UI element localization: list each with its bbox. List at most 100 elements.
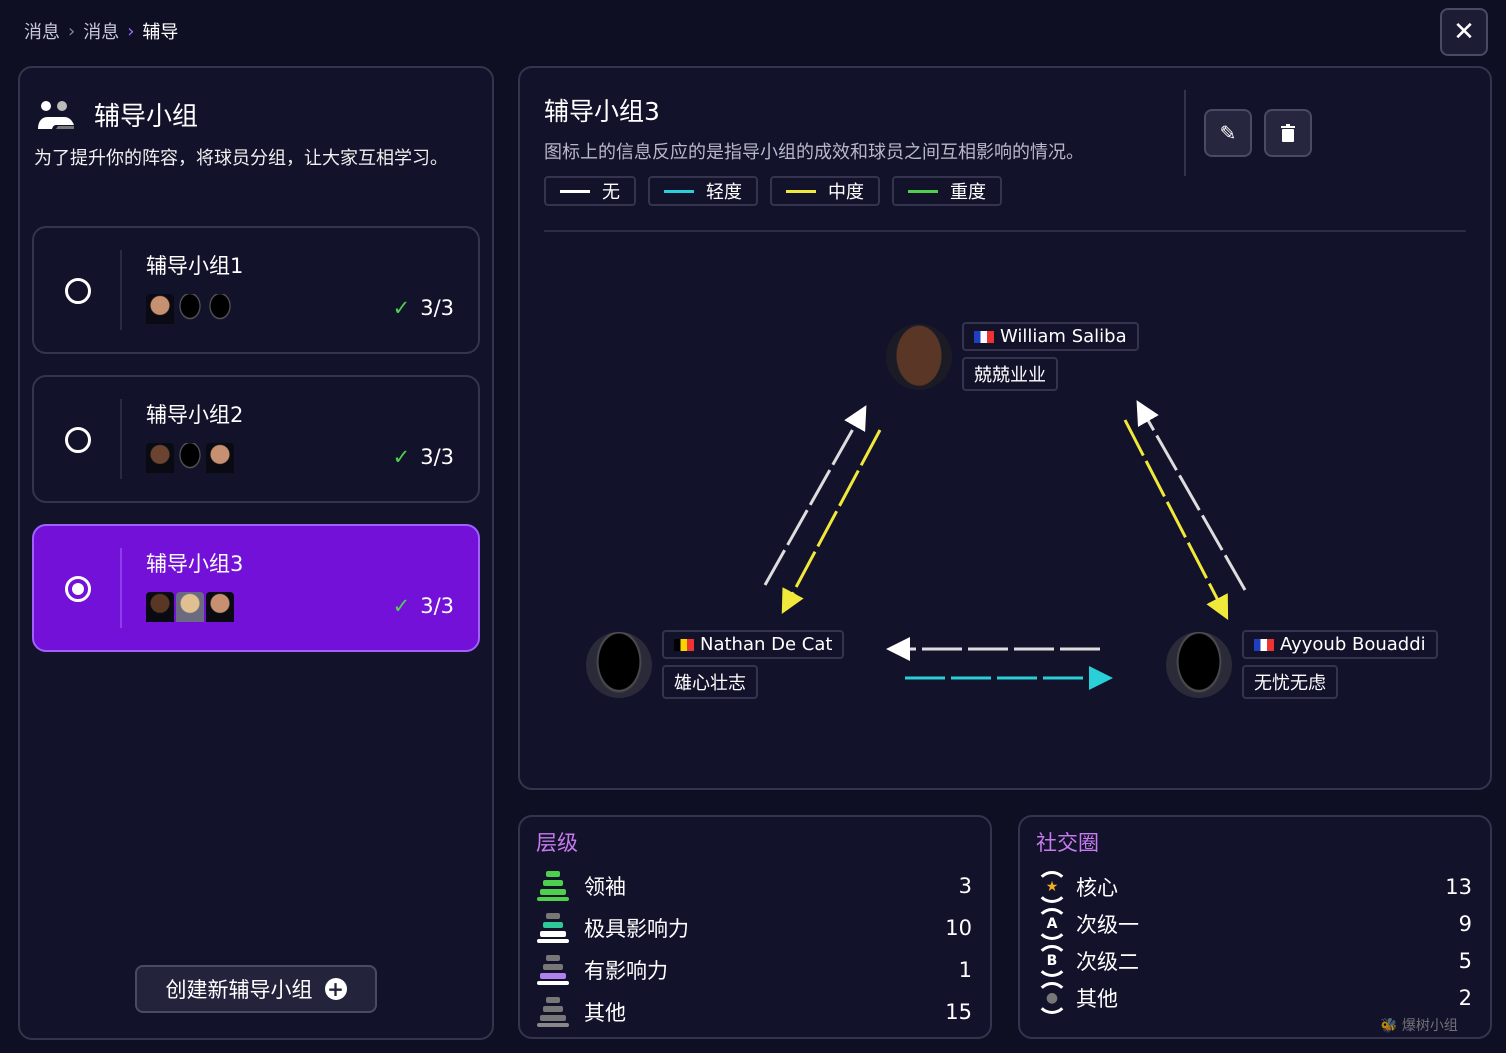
player-avatar <box>146 443 174 473</box>
social-circle-icon: ● <box>1036 982 1068 1014</box>
player-faces <box>146 592 234 622</box>
player-avatar <box>586 631 652 698</box>
hierarchy-label: 有影响力 <box>584 959 668 983</box>
check-icon: ✓ <box>392 296 411 320</box>
radio-button[interactable] <box>65 427 91 453</box>
hierarchy-value: 3 <box>958 874 972 898</box>
detail-title: 辅导小组3 <box>544 97 660 126</box>
group-detail-panel <box>518 66 1492 790</box>
arrow-saliba-to-nathan <box>781 429 882 614</box>
player-node-ayyoub[interactable]: Ayyoub Bouaddi 无忧无虑 <box>1166 630 1438 699</box>
arrow-nathan-to-saliba <box>763 405 867 586</box>
legend-item: 轻度 <box>648 176 758 206</box>
group-name: 辅导小组2 <box>146 403 244 427</box>
edit-button[interactable]: ✎ <box>1204 109 1252 157</box>
delete-button[interactable] <box>1264 109 1312 157</box>
social-value: 13 <box>1445 875 1472 899</box>
social-row: ★ 核心 13 <box>1036 871 1472 903</box>
legend-swatch <box>664 189 694 193</box>
social-title: 社交圈 <box>1036 831 1099 855</box>
groups-header: 辅导小组 <box>36 96 198 133</box>
hierarchy-pyramid-icon <box>537 871 569 901</box>
player-node-nathan[interactable]: Nathan De Cat 雄心壮志 <box>586 630 845 699</box>
flag-france-icon <box>974 330 994 343</box>
chevron-right-icon: › <box>68 20 76 42</box>
create-group-button[interactable]: 创建新辅导小组 + <box>135 965 377 1013</box>
legend-item: 重度 <box>892 176 1002 206</box>
influence-arrows <box>763 400 1247 690</box>
breadcrumb-item[interactable]: 消息 <box>24 22 60 43</box>
player-name-tag: Ayyoub Bouaddi <box>1242 630 1438 659</box>
player-avatar <box>176 443 204 473</box>
group-count: 3/3 <box>420 445 454 469</box>
legend-label: 重度 <box>950 182 986 203</box>
hierarchy-row: 其他 15 <box>536 995 972 1029</box>
player-name: Ayyoub Bouaddi <box>1280 634 1426 655</box>
social-label: 核心 <box>1076 876 1118 900</box>
check-icon: ✓ <box>392 594 411 618</box>
group-name: 辅导小组3 <box>146 552 244 576</box>
legend-swatch <box>786 189 816 193</box>
flag-belgium-icon <box>674 638 694 651</box>
group-card-3[interactable]: 辅导小组3 ✓ 3/3 <box>32 524 480 652</box>
player-avatar <box>886 323 952 390</box>
group-card-1[interactable]: 辅导小组1 ✓ 3/3 <box>32 226 480 354</box>
hierarchy-title: 层级 <box>536 831 578 855</box>
hierarchy-label: 极具影响力 <box>584 917 689 941</box>
social-label: 其他 <box>1076 987 1118 1011</box>
personality-tag: 雄心壮志 <box>662 665 758 699</box>
personality-tag: 无忧无虑 <box>1242 665 1338 699</box>
hierarchy-pyramid-icon <box>537 955 569 985</box>
social-circle-icon: B <box>1036 945 1068 977</box>
social-panel: 社交圈 ★ 核心 13 A 次级一 9 B 次级二 5 ● 其他 2 <box>1018 815 1492 1039</box>
close-button[interactable]: ✕ <box>1440 8 1488 56</box>
hierarchy-value: 10 <box>945 916 972 940</box>
plus-circle-icon: + <box>324 978 347 1000</box>
group-card-2[interactable]: 辅导小组2 ✓ 3/3 <box>32 375 480 503</box>
social-value: 5 <box>1458 949 1472 973</box>
social-value: 2 <box>1458 986 1472 1010</box>
social-row: ● 其他 2 <box>1036 982 1472 1014</box>
breadcrumb: 消息 › 消息 › 辅导 <box>24 18 178 44</box>
legend-label: 中度 <box>828 182 864 203</box>
social-circle-icon: A <box>1036 908 1068 940</box>
arrow-saliba-to-ayyoub <box>1123 419 1229 620</box>
hierarchy-pyramid-icon <box>537 913 569 943</box>
divider <box>120 250 122 330</box>
create-group-label: 创建新辅导小组 <box>165 978 313 1002</box>
divider <box>120 399 122 479</box>
check-icon: ✓ <box>392 445 411 469</box>
player-faces <box>146 294 234 324</box>
hierarchy-row: 极具影响力 10 <box>536 911 972 945</box>
mentoring-icon <box>38 100 74 129</box>
hierarchy-value: 1 <box>958 958 972 982</box>
player-avatar <box>1166 631 1232 698</box>
social-row: B 次级二 5 <box>1036 945 1472 977</box>
radio-button[interactable] <box>65 278 91 304</box>
player-avatar <box>206 592 234 622</box>
hierarchy-label: 领袖 <box>584 875 626 899</box>
hierarchy-value: 15 <box>945 1000 972 1024</box>
pencil-icon: ✎ <box>1219 121 1237 145</box>
watermark: 🐝 爆树小组 <box>1380 1018 1458 1034</box>
detail-description: 图标上的信息反应的是指导小组的成效和球员之间互相影响的情况。 <box>544 142 1084 163</box>
hierarchy-pyramid-icon <box>537 997 569 1027</box>
divider <box>1184 90 1186 176</box>
hierarchy-row: 领袖 3 <box>536 869 972 903</box>
breadcrumb-item[interactable]: 消息 <box>83 22 120 43</box>
player-name-tag: William Saliba <box>962 322 1139 351</box>
arrow-ayyoub-to-saliba <box>1136 400 1247 591</box>
legend-label: 轻度 <box>706 182 742 203</box>
legend-item: 中度 <box>770 176 880 206</box>
group-name: 辅导小组1 <box>146 254 244 278</box>
close-icon: ✕ <box>1453 17 1475 47</box>
player-name: Nathan De Cat <box>700 634 833 655</box>
legend-item: 无 <box>544 176 636 206</box>
player-avatar <box>206 294 234 324</box>
social-label: 次级二 <box>1076 950 1139 974</box>
radio-button-selected[interactable] <box>65 576 91 602</box>
player-node-saliba[interactable]: William Saliba 兢兢业业 <box>886 322 1139 391</box>
player-avatar <box>146 592 174 622</box>
player-faces <box>146 443 234 473</box>
player-avatar <box>146 294 174 324</box>
